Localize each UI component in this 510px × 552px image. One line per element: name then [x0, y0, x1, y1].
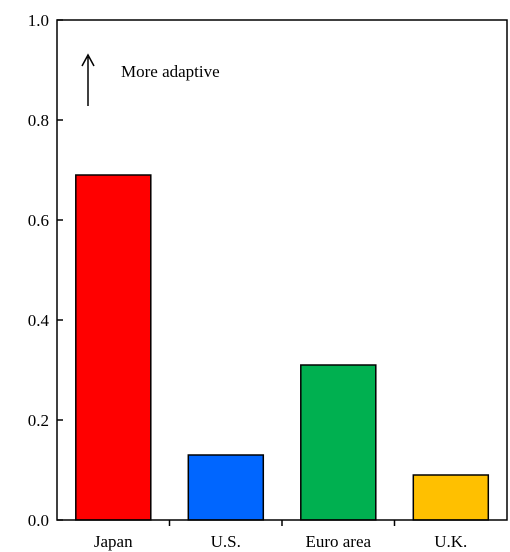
x-categories-group: Japan U.S. Euro area U.K. [94, 520, 467, 551]
bar-u-s [187, 454, 265, 521]
bars-group [75, 174, 490, 521]
y-tick-label: 0.6 [28, 211, 49, 230]
bar-euro-area [300, 364, 377, 521]
bar-u-k [412, 474, 490, 521]
y-tick-label: 1.0 [28, 11, 49, 30]
x-category-label: Japan [94, 532, 133, 551]
annotation-text: More adaptive [121, 62, 220, 81]
y-tick-label: 0.2 [28, 411, 49, 430]
y-ticks-group: 0.0 0.2 0.4 0.6 0.8 1.0 [28, 11, 63, 530]
y-tick-label: 0.4 [28, 311, 50, 330]
y-tick-label: 0.8 [28, 111, 49, 130]
x-category-label: U.K. [434, 532, 467, 551]
y-tick-label: 0.0 [28, 511, 49, 530]
x-category-label: U.S. [211, 532, 241, 551]
annotation-group: More adaptive [81, 53, 220, 106]
x-category-label: Euro area [305, 532, 371, 551]
bar-japan [75, 174, 152, 521]
up-arrow-head [81, 53, 95, 67]
